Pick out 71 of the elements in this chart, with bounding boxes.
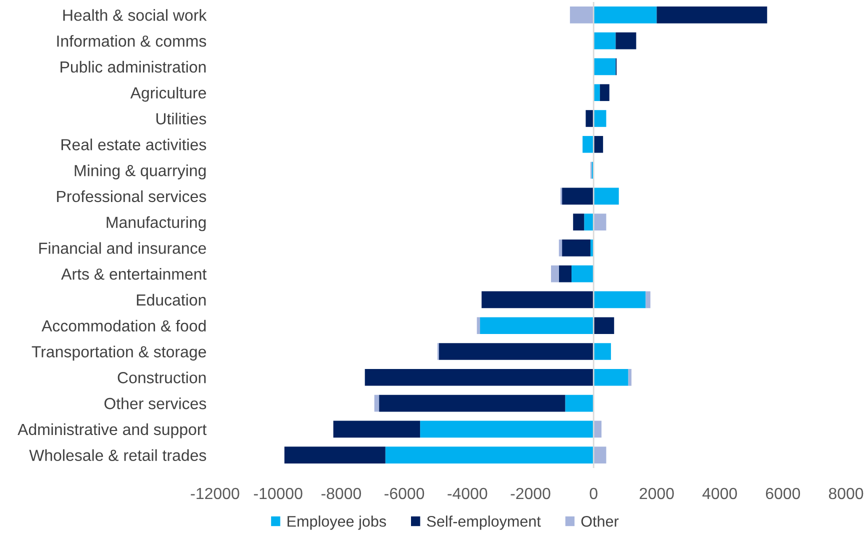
bar bbox=[594, 214, 606, 230]
bar bbox=[374, 394, 380, 412]
y-tick-label: Transportation & storage bbox=[32, 346, 206, 361]
bar bbox=[594, 110, 606, 127]
bar bbox=[379, 394, 566, 412]
y-tick-label: Health & social work bbox=[63, 9, 207, 21]
y-tick-label: Financial and insurance bbox=[39, 242, 206, 254]
legend-label: Employee jobs bbox=[288, 516, 386, 530]
y-tick-label: Agriculture bbox=[130, 86, 206, 102]
bar bbox=[656, 6, 768, 24]
bar bbox=[572, 265, 594, 282]
bar bbox=[594, 58, 616, 76]
y-tick-label: Professional services bbox=[57, 190, 206, 202]
y-tick-label: Real estate activities bbox=[62, 138, 206, 150]
bar bbox=[646, 291, 650, 308]
bar bbox=[482, 291, 594, 308]
y-tick-label: Other services bbox=[104, 397, 206, 410]
bar bbox=[594, 317, 614, 334]
x-tick-label: -2000 bbox=[510, 488, 550, 500]
bar bbox=[594, 6, 657, 24]
x-tick-label: 4000 bbox=[702, 488, 737, 500]
bar bbox=[570, 6, 594, 24]
x-tick-label: -10000 bbox=[254, 488, 302, 500]
bar bbox=[594, 291, 646, 308]
y-tick-label: Information & comms bbox=[57, 35, 206, 47]
legend-label: Other bbox=[581, 516, 619, 527]
bar bbox=[562, 240, 590, 256]
x-tick-label: -8000 bbox=[321, 488, 362, 500]
legend-label: Self-employment bbox=[426, 516, 541, 530]
bar bbox=[284, 446, 386, 464]
y-tick-label: Administrative and support bbox=[18, 423, 207, 438]
bar bbox=[385, 446, 594, 464]
x-tick-label: -4000 bbox=[448, 488, 488, 500]
bar bbox=[600, 84, 610, 102]
x-tick-label: 0 bbox=[590, 488, 598, 500]
bar bbox=[480, 317, 594, 334]
bar bbox=[565, 394, 594, 412]
x-tick-label: 6000 bbox=[766, 488, 800, 500]
bar bbox=[594, 32, 616, 50]
y-tick-label: Utilities bbox=[156, 112, 206, 124]
y-tick-label: Construction bbox=[118, 372, 206, 384]
bar bbox=[594, 368, 628, 386]
y-tick-label: Wholesale & retail trades bbox=[29, 449, 206, 461]
bar bbox=[476, 317, 480, 334]
y-tick-label: Accommodation & food bbox=[42, 320, 206, 332]
bar bbox=[586, 110, 594, 127]
bar bbox=[582, 136, 594, 153]
bar bbox=[594, 446, 606, 464]
x-tick-label: 2000 bbox=[640, 488, 674, 500]
bar bbox=[364, 368, 594, 386]
bar bbox=[573, 214, 584, 230]
x-tick-label: -12000 bbox=[190, 488, 240, 500]
bar bbox=[594, 343, 611, 360]
bar bbox=[558, 240, 562, 256]
bar bbox=[420, 420, 594, 438]
x-tick-label: 8000 bbox=[828, 488, 864, 500]
bar bbox=[628, 368, 632, 386]
y-tick-label: Mining & quarrying bbox=[74, 164, 206, 180]
bar bbox=[333, 420, 420, 438]
x-tick-label: -6000 bbox=[384, 488, 424, 500]
bar bbox=[551, 265, 559, 282]
y-tick-label: Education bbox=[136, 294, 206, 306]
bar bbox=[439, 343, 594, 360]
y-tick-label: Arts & entertainment bbox=[61, 268, 207, 280]
y-tick-label: Manufacturing bbox=[106, 216, 206, 232]
bar bbox=[616, 32, 636, 50]
y-tick-label: Public administration bbox=[60, 60, 206, 73]
bar bbox=[584, 214, 594, 230]
bar bbox=[562, 188, 594, 205]
bar bbox=[558, 265, 572, 282]
bar bbox=[594, 188, 619, 205]
